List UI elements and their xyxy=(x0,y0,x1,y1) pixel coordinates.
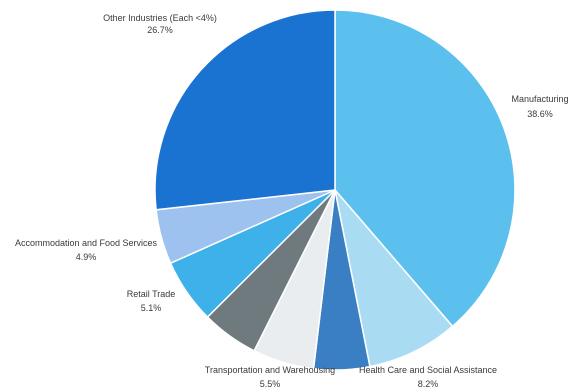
value-other-industries: 26.7% xyxy=(147,25,173,35)
label-manufacturing: Manufacturing xyxy=(511,94,568,104)
pie-slices xyxy=(154,9,516,371)
value-manufacturing: 38.6% xyxy=(527,109,553,119)
pie-slice-health-care-and-social-assistance xyxy=(333,187,454,368)
pie-slice-other-industries-each-4 xyxy=(154,9,336,211)
pie-slice-manufacturing xyxy=(334,9,516,328)
value-retail-trade: 5.1% xyxy=(141,303,162,313)
label-accommodation-food: Accommodation and Food Services xyxy=(15,238,158,248)
label-other-industries: Other Industries (Each <4%) xyxy=(103,13,217,23)
value-health-care: 8.2% xyxy=(418,379,439,389)
value-transportation: 5.5% xyxy=(260,379,281,389)
value-accommodation-food: 4.9% xyxy=(76,252,97,262)
label-retail-trade: Retail Trade xyxy=(127,289,176,299)
label-transportation: Transportation and Warehousing xyxy=(205,365,335,375)
label-health-care: Health Care and Social Assistance xyxy=(359,365,497,375)
